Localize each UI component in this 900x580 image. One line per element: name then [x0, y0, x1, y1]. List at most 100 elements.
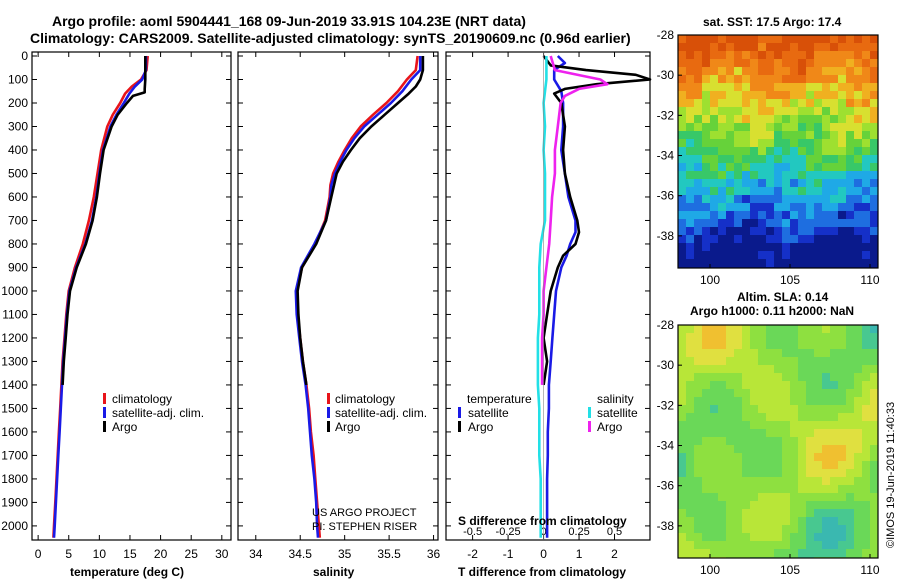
sla-cell — [766, 533, 774, 541]
sla-cell — [766, 333, 774, 341]
sst-cell — [758, 155, 766, 163]
sst-cell — [774, 171, 782, 179]
sst-cell — [790, 203, 798, 211]
sst-cell — [806, 51, 814, 59]
sst-cell — [838, 179, 846, 187]
sst-cell — [678, 99, 686, 107]
sla-cell — [726, 413, 734, 421]
sst-cell — [686, 83, 694, 91]
sla-cell — [806, 501, 814, 509]
sla-cell — [830, 525, 838, 533]
sst-cell — [750, 203, 758, 211]
sst-map-frame — [677, 34, 879, 269]
sla-cell — [862, 485, 870, 493]
sla-cell — [822, 461, 830, 469]
sla-cell — [830, 421, 838, 429]
sst-cell — [718, 243, 726, 251]
sla-cell — [694, 381, 702, 389]
diff-legend-temperature-header: temperature — [467, 392, 532, 406]
sla-cell — [774, 325, 782, 333]
sla-cell — [678, 493, 686, 501]
sst-cell — [782, 187, 790, 195]
sst-cell — [718, 259, 726, 267]
sla-cell — [718, 477, 726, 485]
sst-cell — [758, 67, 766, 75]
sst-cell — [814, 35, 822, 43]
sst-cell — [774, 179, 782, 187]
sla-cell — [702, 365, 710, 373]
sla-cell — [814, 549, 822, 557]
sla-map-title1: Altim. SLA: 0.14 — [737, 290, 829, 304]
sla-cell — [830, 413, 838, 421]
sst-cell — [718, 83, 726, 91]
sst-cell — [726, 91, 734, 99]
sst-cell — [798, 123, 806, 131]
sla-cell — [734, 541, 742, 549]
sst-cell — [766, 91, 774, 99]
sla-cell — [750, 357, 758, 365]
sla-cell — [862, 493, 870, 501]
sst-cell — [710, 211, 718, 219]
sst-cell — [702, 235, 710, 243]
sla-cell — [734, 461, 742, 469]
sst-cell — [750, 259, 758, 267]
sst-cell — [678, 243, 686, 251]
sla-cell — [702, 389, 710, 397]
sst-cell — [790, 83, 798, 91]
sst-cell — [806, 243, 814, 251]
sla-cell — [830, 357, 838, 365]
sst-cell — [702, 75, 710, 83]
sst-cell — [742, 91, 750, 99]
series-line-climatology — [295, 55, 419, 538]
sst-cell — [838, 259, 846, 267]
sla-cell — [702, 533, 710, 541]
sla-cell — [742, 517, 750, 525]
sst-cell — [726, 163, 734, 171]
sla-cell — [726, 525, 734, 533]
sst-cell — [694, 163, 702, 171]
sst-cell — [758, 99, 766, 107]
sst-cell — [806, 139, 814, 147]
sla-cell — [870, 501, 878, 509]
sst-cell — [782, 75, 790, 83]
sst-cell — [678, 227, 686, 235]
sla-cell — [854, 477, 862, 485]
sla-cell — [694, 445, 702, 453]
sst-cell — [750, 107, 758, 115]
sst-cell — [830, 259, 838, 267]
sla-cell — [686, 525, 694, 533]
sst-cell — [870, 51, 878, 59]
sla-cell — [774, 413, 782, 421]
sla-cell — [686, 389, 694, 397]
sla-cell — [726, 325, 734, 333]
sla-cell — [854, 405, 862, 413]
sst-cell — [734, 83, 742, 91]
sst-cell — [838, 211, 846, 219]
sla-cell — [694, 493, 702, 501]
sla-cell — [758, 397, 766, 405]
sla-cell — [718, 533, 726, 541]
sst-cell — [806, 203, 814, 211]
sst-cell — [790, 171, 798, 179]
sla-cell — [766, 325, 774, 333]
sla-cell — [750, 477, 758, 485]
sst-cell — [726, 115, 734, 123]
sst-cell — [846, 211, 854, 219]
sla-cell — [830, 389, 838, 397]
sst-cell — [862, 227, 870, 235]
sla-cell — [862, 421, 870, 429]
sla-cell — [814, 469, 822, 477]
sla-cell — [726, 461, 734, 469]
sst-cell — [830, 203, 838, 211]
sla-cell — [766, 461, 774, 469]
sla-cell — [782, 325, 790, 333]
sst-cell — [870, 59, 878, 67]
sla-cell — [694, 405, 702, 413]
sla-cell — [782, 477, 790, 485]
sla-cell — [726, 541, 734, 549]
sst-cell — [798, 235, 806, 243]
sla-cell — [854, 533, 862, 541]
sla-cell — [822, 389, 830, 397]
sla-cell — [846, 485, 854, 493]
sst-cell — [702, 187, 710, 195]
